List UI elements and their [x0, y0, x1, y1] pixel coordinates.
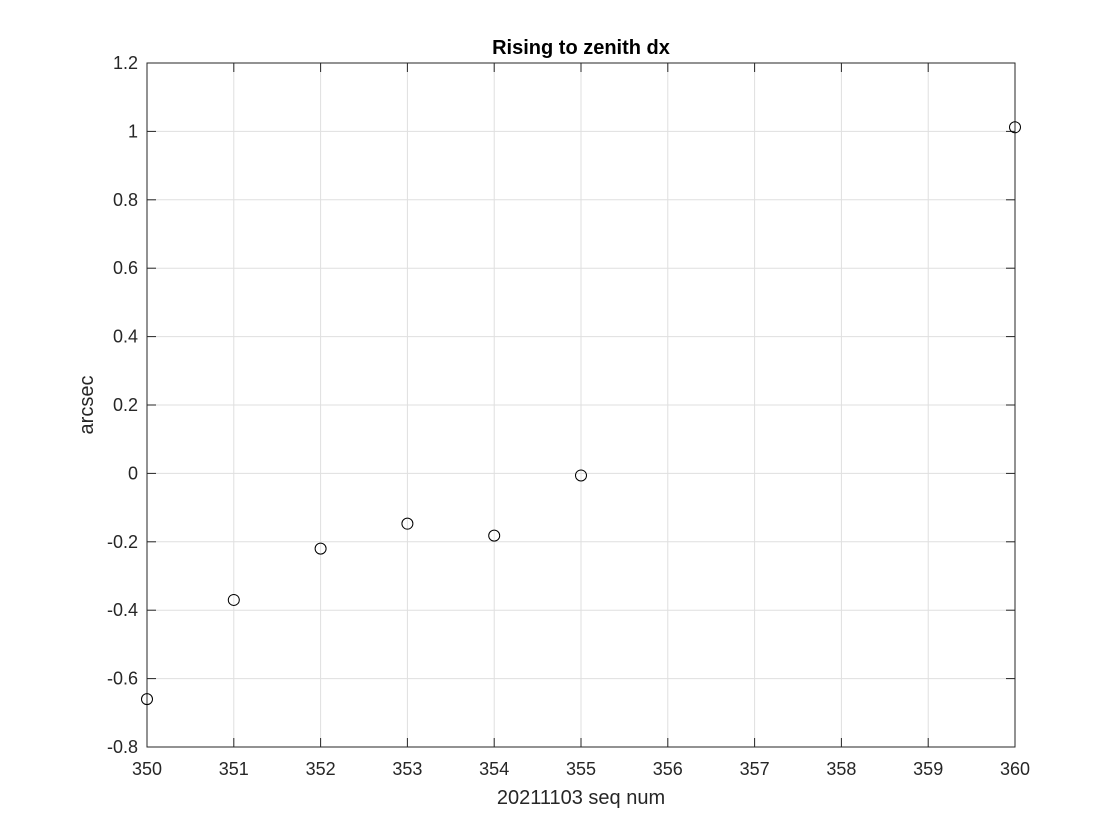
- y-axis-label: arcsec: [76, 376, 98, 435]
- x-tick-label: 359: [913, 759, 943, 779]
- data-points: [141, 121, 1021, 706]
- x-tick-labels: 350 351 352 353 354 355 356 357 358 359 360: [132, 759, 1030, 779]
- data-point: [1009, 121, 1021, 134]
- y-tick-label: 0: [128, 463, 138, 483]
- x-axis-label: 20211103 seq num: [497, 787, 665, 809]
- axis-ticks: [146, 62, 1016, 748]
- data-point: [314, 542, 327, 555]
- chart-title: Rising to zenith dx: [492, 37, 670, 59]
- x-tick-label: 356: [653, 759, 683, 779]
- y-tick-label: 1: [128, 121, 138, 141]
- x-tick-label: 357: [740, 759, 770, 779]
- y-tick-label: -0.6: [107, 669, 138, 689]
- x-tick-label: 355: [566, 759, 596, 779]
- y-tick-label: 0.2: [113, 395, 138, 415]
- x-tick-label: 352: [306, 759, 336, 779]
- y-tick-label: 1.2: [113, 53, 138, 73]
- x-tick-label: 353: [392, 759, 422, 779]
- y-tick-label: 0.8: [113, 190, 138, 210]
- x-tick-label: 351: [219, 759, 249, 779]
- y-tick-label: 0.6: [113, 258, 138, 278]
- data-point: [488, 529, 501, 542]
- y-tick-label: -0.4: [107, 600, 138, 620]
- y-tick-label: 0.4: [113, 327, 138, 347]
- y-tick-label: -0.2: [107, 532, 138, 552]
- x-tick-label: 350: [132, 759, 162, 779]
- y-tick-labels: -0.8 -0.6 -0.4 -0.2 0 0.2 0.4 0.6 0.8 1 1.2: [107, 53, 138, 757]
- data-point: [575, 469, 587, 482]
- data-point: [227, 593, 240, 606]
- x-tick-label: 354: [479, 759, 509, 779]
- x-tick-label: 360: [1000, 759, 1030, 779]
- data-point: [141, 693, 153, 706]
- data-point: [401, 517, 414, 530]
- x-tick-label: 358: [826, 759, 856, 779]
- y-tick-label: -0.8: [107, 737, 138, 757]
